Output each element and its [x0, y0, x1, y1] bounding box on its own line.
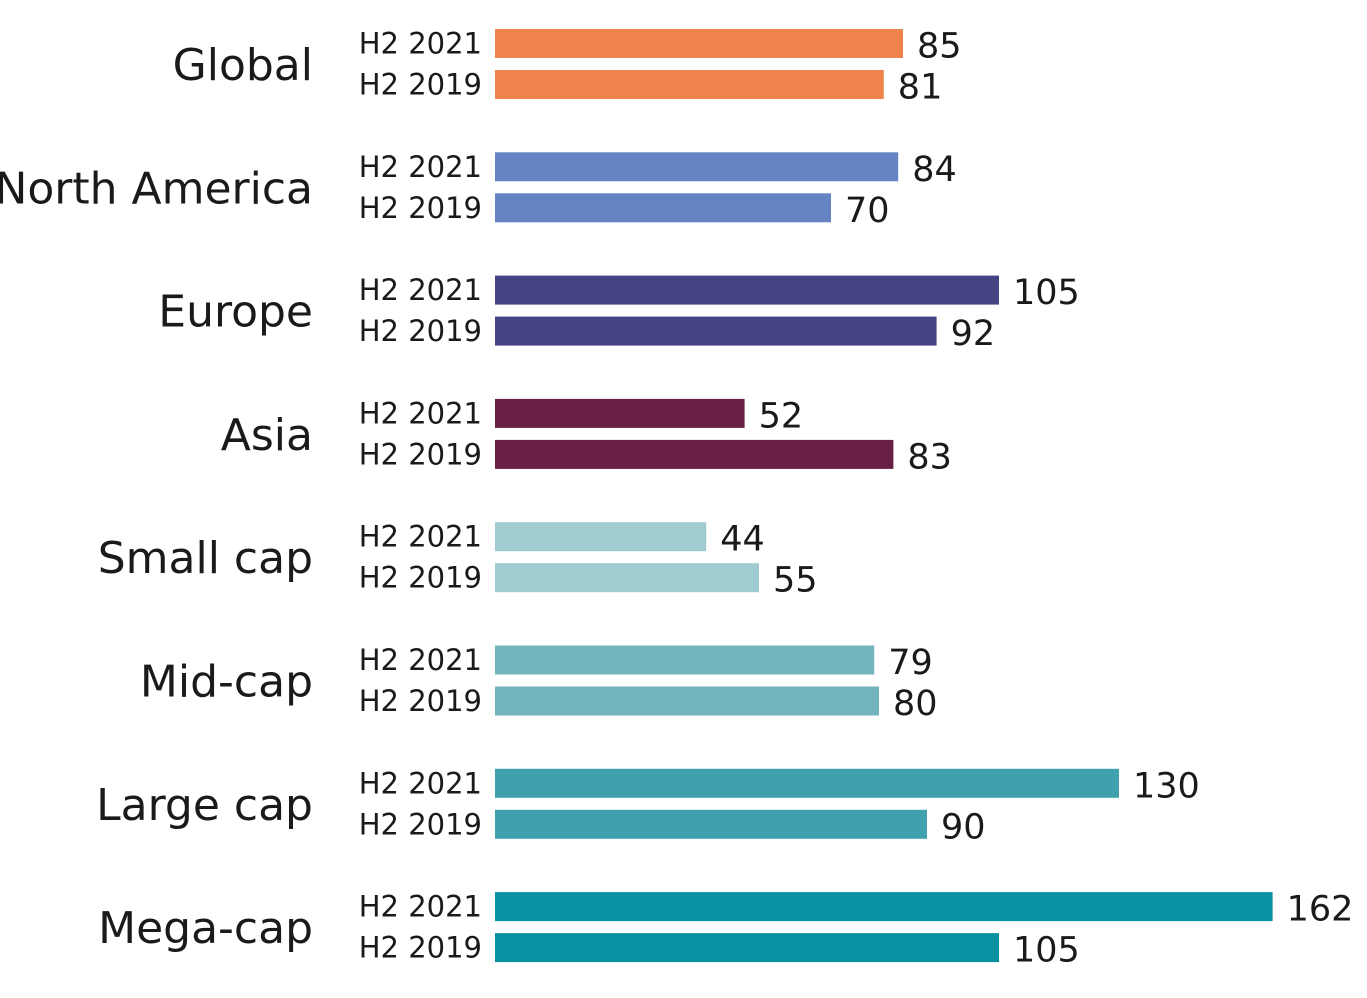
category-group-large-cap: Large cap H2 2021 130 H2 2019 90	[96, 766, 1200, 847]
value-label-mid-cap-h2-2021: 79	[888, 643, 933, 683]
value-label-global-h2-2021: 85	[917, 27, 962, 67]
series-label-h2-2021-mega-cap: H2 2021	[359, 890, 482, 924]
series-label-h2-2019-large-cap: H2 2019	[359, 807, 482, 841]
category-group-asia: Asia H2 2021 52 H2 2019 83	[221, 396, 952, 477]
value-label-mega-cap-h2-2021: 162	[1287, 890, 1354, 930]
category-label-large-cap: Large cap	[96, 780, 313, 831]
category-label-mid-cap: Mid-cap	[140, 657, 313, 708]
series-label-h2-2019-north-america: H2 2019	[359, 191, 482, 225]
bar-mid-cap-h2-2021	[495, 645, 875, 675]
value-label-small-cap-h2-2021: 44	[720, 520, 765, 560]
value-label-large-cap-h2-2019: 90	[941, 807, 986, 847]
category-group-global: Global H2 2021 85 H2 2019 81	[173, 27, 962, 108]
category-group-europe: Europe H2 2021 105 H2 2019 92	[158, 273, 1080, 354]
series-label-h2-2021-mid-cap: H2 2021	[359, 643, 482, 677]
series-label-h2-2019-mid-cap: H2 2019	[359, 684, 482, 718]
value-label-large-cap-h2-2021: 130	[1133, 766, 1200, 806]
series-label-h2-2021-europe: H2 2021	[359, 273, 482, 307]
category-group-small-cap: Small cap H2 2021 44 H2 2019 55	[98, 520, 818, 601]
value-label-small-cap-h2-2019: 55	[773, 561, 818, 601]
value-label-europe-h2-2021: 105	[1013, 273, 1080, 313]
bar-mega-cap-h2-2021	[495, 892, 1273, 922]
series-label-h2-2021-asia: H2 2021	[359, 396, 482, 430]
bar-large-cap-h2-2021	[495, 768, 1119, 798]
category-label-europe: Europe	[158, 287, 313, 338]
category-label-small-cap: Small cap	[98, 533, 313, 584]
value-label-north-america-h2-2019: 70	[845, 191, 890, 231]
bar-asia-h2-2021	[495, 398, 745, 428]
bar-asia-h2-2019	[495, 439, 894, 469]
bar-north-america-h2-2021	[495, 152, 899, 182]
bar-global-h2-2019	[495, 70, 884, 99]
bar-mid-cap-h2-2019	[495, 686, 879, 716]
category-label-mega-cap: Mega-cap	[98, 903, 313, 954]
series-label-h2-2021-small-cap: H2 2021	[359, 520, 482, 554]
series-label-h2-2021-global: H2 2021	[359, 27, 482, 61]
value-label-asia-h2-2021: 52	[759, 396, 804, 436]
series-label-h2-2019-small-cap: H2 2019	[359, 561, 482, 595]
bar-europe-h2-2021	[495, 275, 999, 305]
value-label-mega-cap-h2-2019: 105	[1013, 931, 1080, 971]
series-label-h2-2019-asia: H2 2019	[359, 437, 482, 471]
category-group-mid-cap: Mid-cap H2 2021 79 H2 2019 80	[140, 643, 938, 724]
series-label-h2-2019-global: H2 2019	[359, 68, 482, 102]
category-group-mega-cap: Mega-cap H2 2021 162 H2 2019 105	[98, 890, 1353, 971]
bar-mega-cap-h2-2019	[495, 933, 999, 963]
series-label-h2-2021-north-america: H2 2021	[359, 150, 482, 184]
value-label-asia-h2-2019: 83	[907, 437, 952, 477]
value-label-global-h2-2019: 81	[898, 68, 943, 108]
bar-europe-h2-2019	[495, 316, 937, 346]
bar-large-cap-h2-2019	[495, 809, 927, 839]
series-label-h2-2021-large-cap: H2 2021	[359, 766, 482, 800]
category-label-north-america: North America	[0, 163, 313, 214]
series-label-h2-2019-mega-cap: H2 2019	[359, 931, 482, 965]
bar-small-cap-h2-2021	[495, 522, 707, 552]
bar-small-cap-h2-2019	[495, 563, 759, 593]
category-label-asia: Asia	[221, 410, 313, 461]
series-label-h2-2019-europe: H2 2019	[359, 314, 482, 348]
category-label-global: Global	[173, 40, 313, 91]
category-group-north-america: North America H2 2021 84 H2 2019 70	[0, 150, 957, 231]
bar-global-h2-2021	[495, 29, 903, 58]
value-label-europe-h2-2019: 92	[951, 314, 996, 354]
value-label-mid-cap-h2-2019: 80	[893, 684, 938, 724]
bar-north-america-h2-2019	[495, 193, 831, 223]
value-label-north-america-h2-2021: 84	[912, 150, 957, 190]
